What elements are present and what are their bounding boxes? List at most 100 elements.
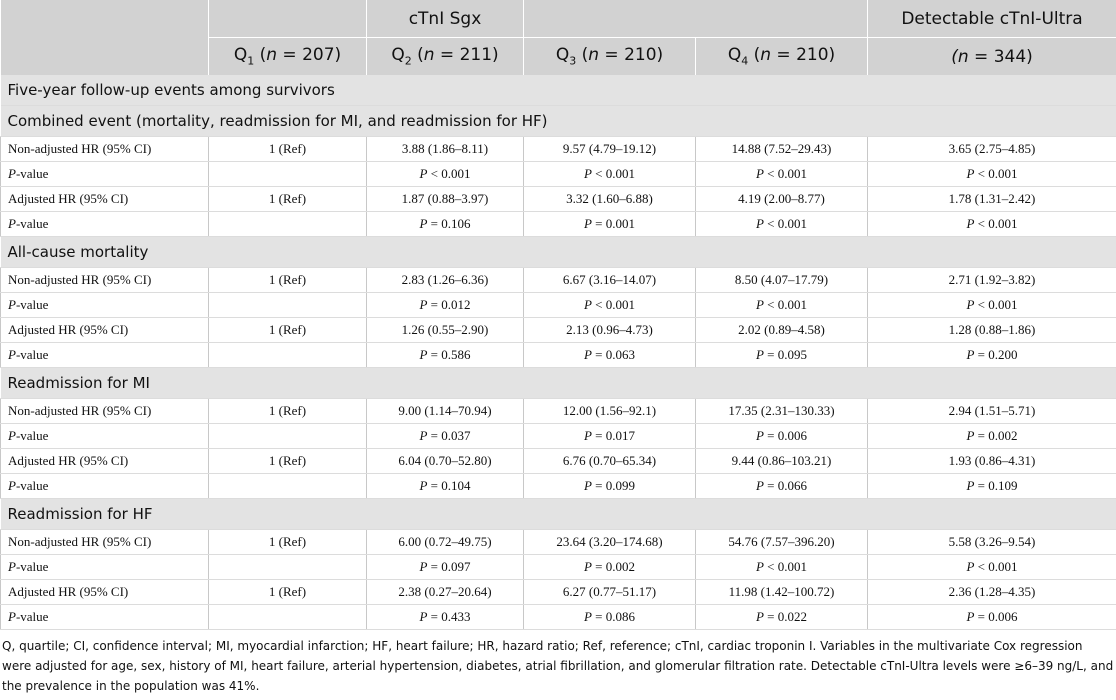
header-part: Q (555, 45, 570, 66)
empty-cell (208, 342, 367, 368)
header-part: 4 (741, 54, 749, 68)
value-cell: 9.44 (0.86–103.21) (695, 448, 868, 474)
empty-cell (208, 604, 367, 630)
value-cell: P = 0.095 (695, 342, 868, 368)
section-row: All-cause mortality (0, 236, 1116, 268)
value-cell: 1.28 (0.88–1.86) (867, 317, 1116, 343)
value-cell: 3.32 (1.60–6.88) (523, 186, 696, 212)
value-cell: 9.57 (4.79–19.12) (523, 136, 696, 162)
value-cell: 6.00 (0.72–49.75) (366, 529, 524, 555)
value-cell: 2.94 (1.51–5.71) (867, 398, 1116, 424)
data-row: P-value P = 0.104 P = 0.099 P = 0.066 P = 0.… (0, 473, 1116, 499)
header-part: ( (748, 45, 761, 66)
value-cell: P < 0.001 (695, 161, 868, 187)
section-title: Readmission for MI (0, 367, 1116, 399)
value-cell: P = 0.001 (523, 211, 696, 237)
value-cell: 1 (Ref) (208, 448, 367, 474)
header-part: ( (411, 45, 424, 66)
value-cell: P = 0.006 (695, 423, 868, 449)
header-part: n (266, 45, 278, 66)
value-cell: P < 0.001 (523, 161, 696, 187)
value-cell: 3.88 (1.86–8.11) (366, 136, 524, 162)
section-title: Combined event (mortality, readmission f… (0, 105, 1116, 137)
empty-cell (208, 554, 367, 580)
value-cell: 54.76 (7.57–396.20) (695, 529, 868, 555)
value-cell: P < 0.001 (366, 161, 524, 187)
table-header: cTnI Sgx Detectable cTnI-Ultra Q1 (n = 2… (0, 0, 1116, 75)
header-part: ( (576, 45, 589, 66)
empty-cell (208, 423, 367, 449)
data-row: P-value P = 0.586 P = 0.063 P = 0.095 P = 0.… (0, 342, 1116, 368)
row-label: Non-adjusted HR (95% CI) (0, 398, 209, 424)
value-cell: P = 0.433 (366, 604, 524, 630)
value-cell: P < 0.001 (867, 161, 1116, 187)
value-cell: 2.02 (0.89–4.58) (695, 317, 868, 343)
data-row: Adjusted HR (95% CI) 1 (Ref) 2.38 (0.27–20… (0, 579, 1116, 605)
value-cell: P = 0.109 (867, 473, 1116, 499)
value-cell: P = 0.586 (366, 342, 524, 368)
value-cell: P < 0.001 (867, 211, 1116, 237)
data-row: Non-adjusted HR (95% CI) 1 (Ref) 9.00 (1.1… (0, 398, 1116, 424)
row-label: Non-adjusted HR (95% CI) (0, 136, 209, 162)
table-body: Five-year follow-up events among survivo… (0, 75, 1116, 630)
section-title: All-cause mortality (0, 236, 1116, 268)
row-label: Adjusted HR (95% CI) (0, 186, 209, 212)
value-cell: P = 0.006 (867, 604, 1116, 630)
header-part: = 207) (277, 45, 342, 66)
row-label: P-value (0, 292, 209, 318)
value-cell: P < 0.001 (867, 292, 1116, 318)
header-part: Q (391, 45, 405, 66)
empty-cell (208, 161, 367, 187)
quartile-header: Q4 (n = 210) (695, 37, 868, 75)
data-row: Non-adjusted HR (95% CI) 1 (Ref) 3.88 (1.8… (0, 136, 1116, 162)
data-row: Adjusted HR (95% CI) 1 (Ref) 1.87 (0.88–3.… (0, 186, 1116, 212)
value-cell: 2.83 (1.26–6.36) (366, 267, 524, 293)
value-cell: 6.27 (0.77–51.17) (523, 579, 696, 605)
header-part: ( (254, 45, 267, 66)
data-row: Non-adjusted HR (95% CI) 1 (Ref) 6.00 (0.7… (0, 529, 1116, 555)
value-cell: P = 0.106 (366, 211, 524, 237)
data-row: P-value P = 0.433 P = 0.086 P = 0.022 P = 0.… (0, 604, 1116, 630)
data-row: Adjusted HR (95% CI) 1 (Ref) 1.26 (0.55–2.… (0, 317, 1116, 343)
data-row: P-value P = 0.097 P = 0.002 P < 0.001 P < 0.… (0, 554, 1116, 580)
header-part: 3 (569, 54, 577, 68)
section-row: Readmission for HF (0, 498, 1116, 530)
value-cell: P = 0.104 (366, 473, 524, 499)
header-row: Q1 (n = 207) Q2 (n = 211) Q3 (n = 210) Q4 (… (1, 37, 1116, 75)
value-cell: 5.58 (3.26–9.54) (867, 529, 1116, 555)
quartile-header: Q1 (n = 207) (208, 37, 367, 75)
row-label: P-value (0, 423, 209, 449)
header-part: = 210) (599, 45, 664, 66)
ultra-header: (n = 344) (867, 37, 1116, 75)
row-label: Non-adjusted HR (95% CI) (0, 529, 209, 555)
row-label: Adjusted HR (95% CI) (0, 579, 209, 605)
section-row: Readmission for MI (0, 367, 1116, 399)
value-cell: 1.93 (0.86–4.31) (867, 448, 1116, 474)
data-row: P-value P = 0.037 P = 0.017 P = 0.006 P = 0.… (0, 423, 1116, 449)
header-part: = 211) (434, 45, 499, 66)
header-part: Q (233, 45, 248, 66)
quartile-header: Q2 (n = 211) (366, 37, 524, 75)
value-cell: 6.67 (3.16–14.07) (523, 267, 696, 293)
value-cell: P < 0.001 (695, 554, 868, 580)
value-cell: 8.50 (4.07–17.79) (695, 267, 868, 293)
header-blank (208, 0, 367, 38)
value-cell: 1.26 (0.55–2.90) (366, 317, 524, 343)
empty-cell (208, 473, 367, 499)
value-cell: P = 0.022 (695, 604, 868, 630)
header-part: Q (727, 45, 742, 66)
row-label: Non-adjusted HR (95% CI) (0, 267, 209, 293)
section-title: Readmission for HF (0, 498, 1116, 530)
value-cell: 6.76 (0.70–65.34) (523, 448, 696, 474)
row-label: Adjusted HR (95% CI) (0, 317, 209, 343)
empty-cell (208, 211, 367, 237)
value-cell: 1.87 (0.88–3.97) (366, 186, 524, 212)
row-label: P-value (0, 211, 209, 237)
value-cell: 17.35 (2.31–130.33) (695, 398, 868, 424)
value-cell: P = 0.097 (366, 554, 524, 580)
header-group: cTnI Sgx (366, 0, 524, 38)
value-cell: 2.13 (0.96–4.73) (523, 317, 696, 343)
value-cell: P = 0.200 (867, 342, 1116, 368)
data-row: P-value P < 0.001 P < 0.001 P < 0.001 P < 0.… (0, 161, 1116, 187)
